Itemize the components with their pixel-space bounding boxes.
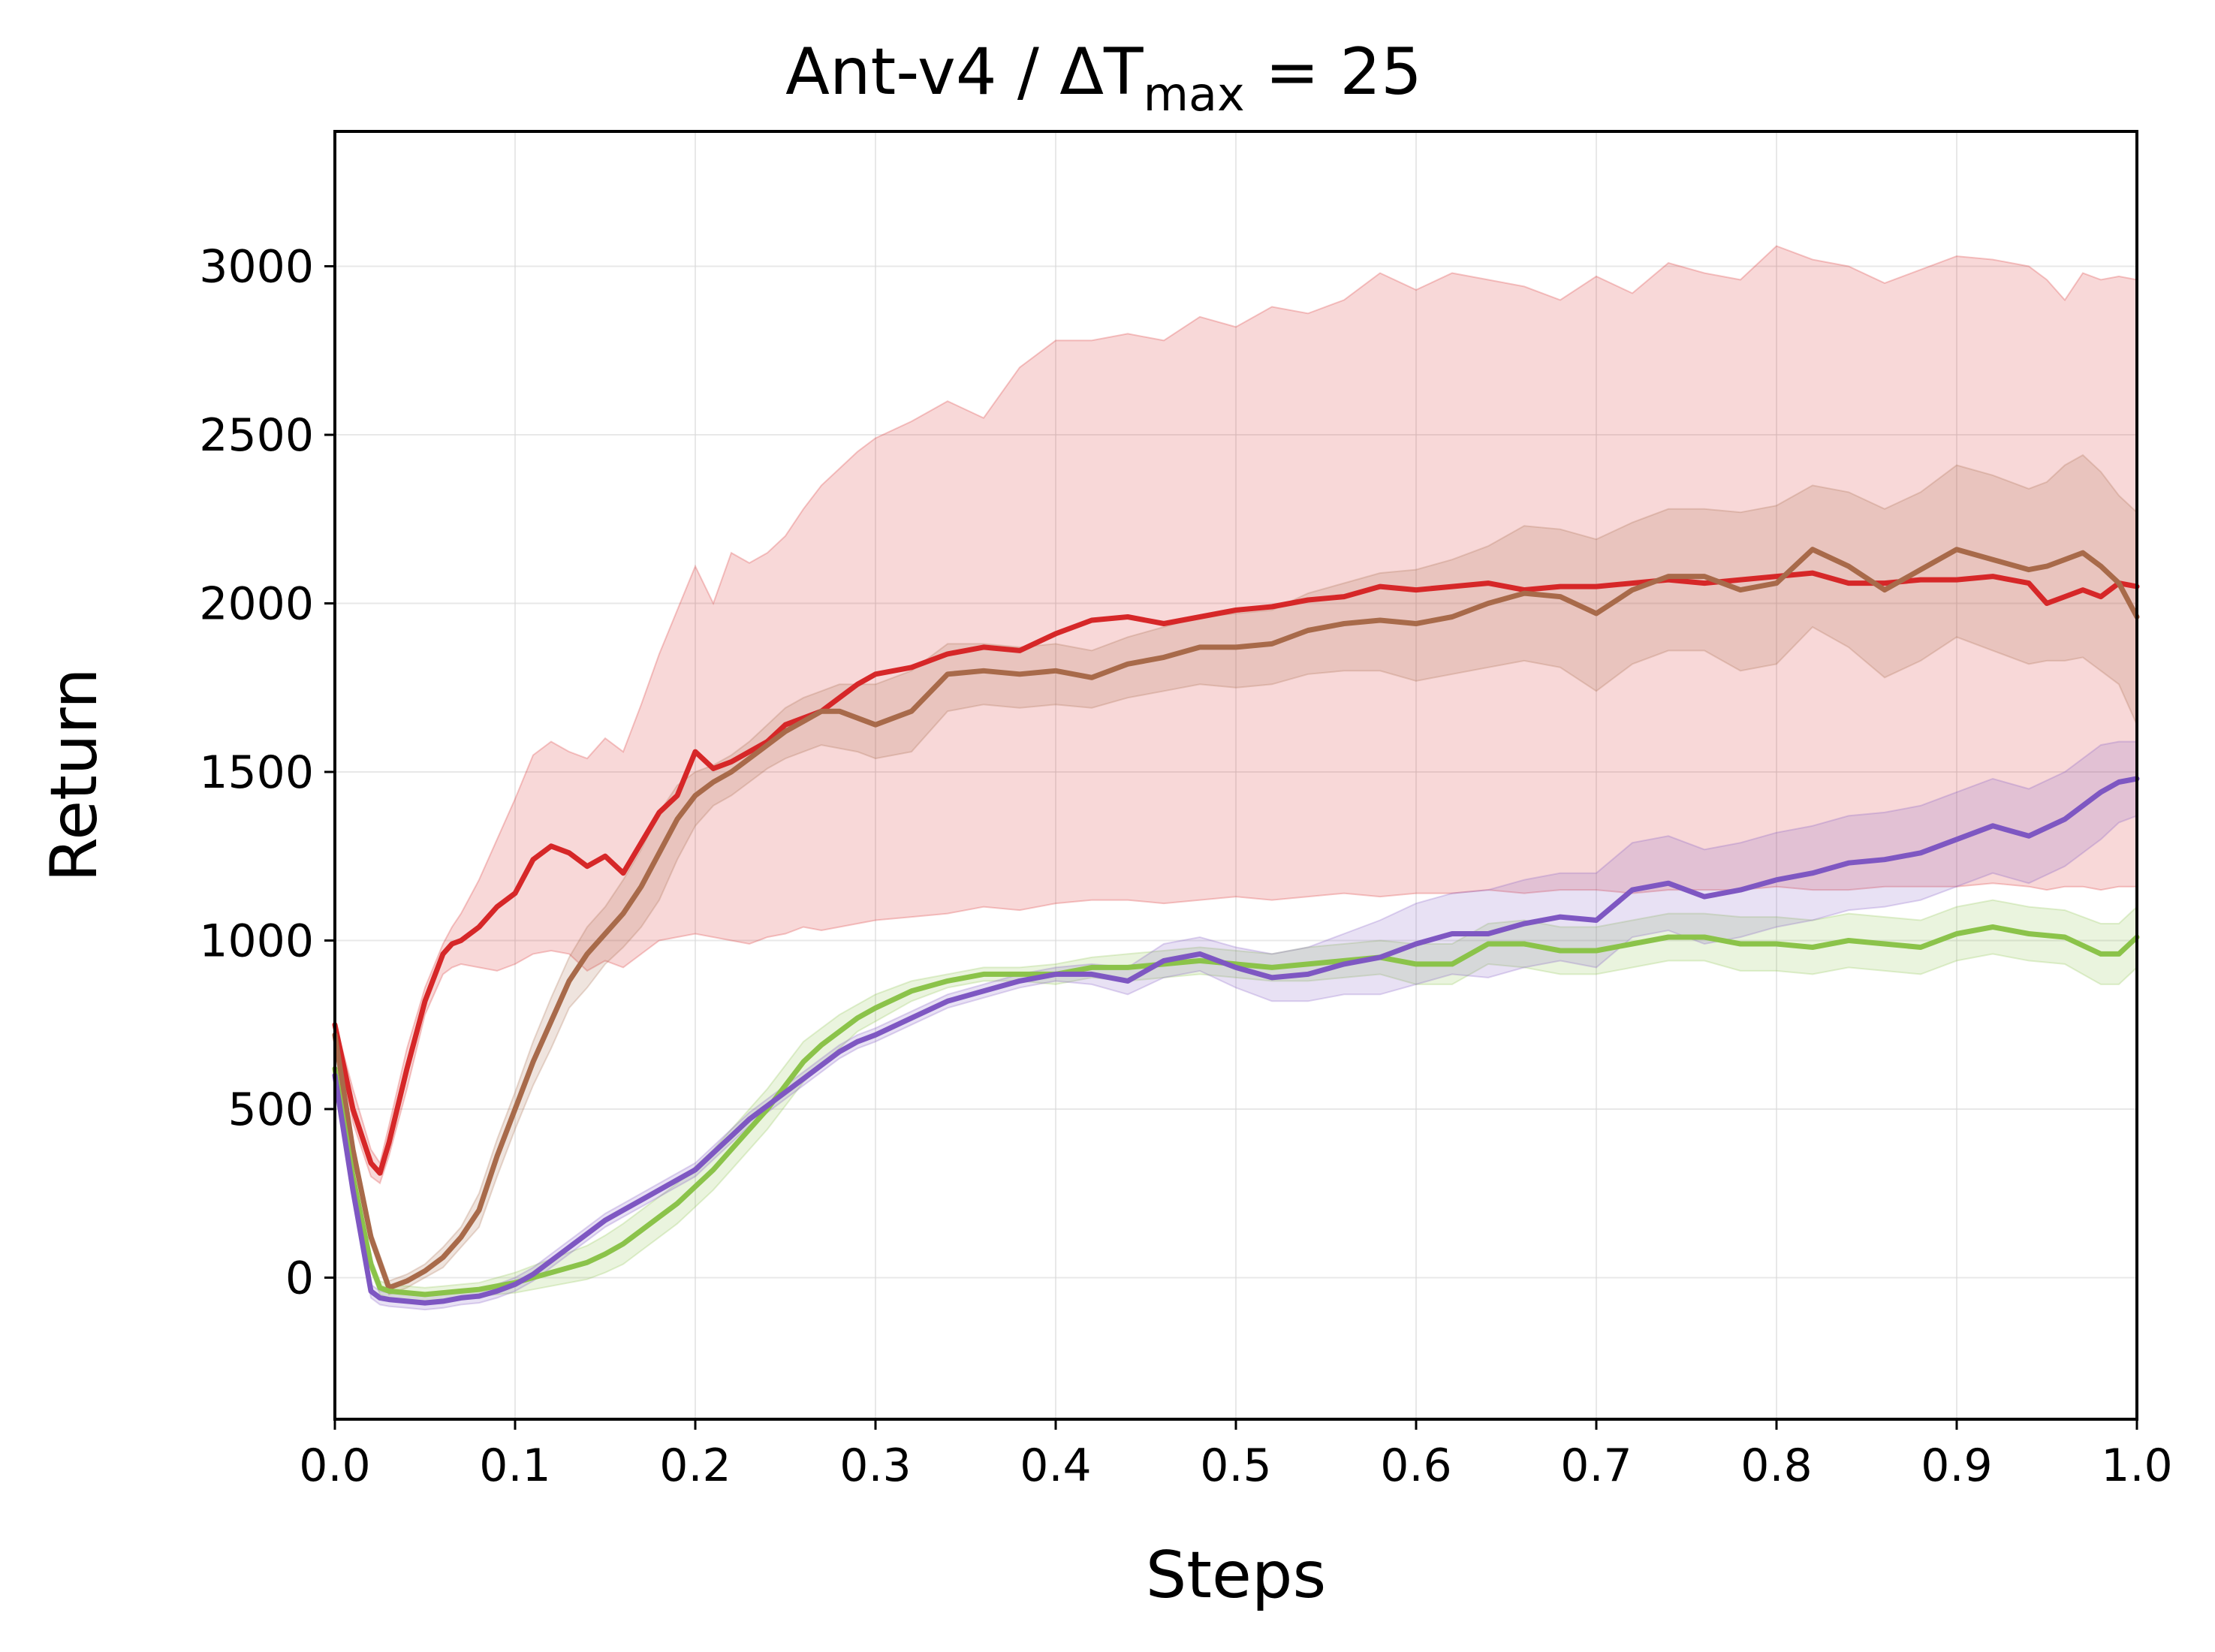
chart-title-main: Ant-v4 / ΔT [785,35,1144,110]
chart-title-tail: = 25 [1245,35,1422,110]
x-tick-label: 0.1 [479,1439,550,1492]
x-tick-label: 0.9 [1921,1439,1992,1492]
series-1-line [332,570,2140,1176]
x-axis-ticks: 0.0 0.1 0.2 0.3 0.4 0.5 0.6 0.7 0.8 0.9 1.0 [299,1419,2173,1492]
x-tick-label: 0.5 [1200,1439,1271,1492]
series-lines [332,547,2140,1306]
chart-title: Ant-v4 / ΔTmax = 25 [785,35,1422,122]
series-4-line [332,776,2140,1306]
x-tick-label: 0.8 [1740,1439,1812,1492]
y-tick-label: 2500 [199,409,314,462]
x-tick-label: 1.0 [2101,1439,2172,1492]
x-tick-label: 0.6 [1380,1439,1451,1492]
y-tick-label: 2000 [199,578,314,631]
x-tick-label: 0.2 [659,1439,731,1492]
y-axis-ticks: 0 500 1000 1500 2000 2500 3000 [199,241,335,1304]
y-tick-label: 0 [285,1252,314,1304]
chart-title-subscript: max [1144,67,1245,122]
x-tick-label: 0.0 [299,1439,370,1492]
x-tick-label: 0.7 [1560,1439,1632,1492]
series-2-line [332,547,2140,1291]
y-axis-label: Return [37,668,112,882]
x-axis-label: Steps [1146,1538,1327,1613]
x-tick-label: 0.3 [839,1439,911,1492]
x-tick-label: 0.4 [1020,1439,1091,1492]
y-tick-label: 3000 [199,241,314,294]
y-tick-label: 1500 [199,746,314,799]
y-tick-label: 1000 [199,915,314,967]
y-tick-label: 500 [228,1084,314,1136]
